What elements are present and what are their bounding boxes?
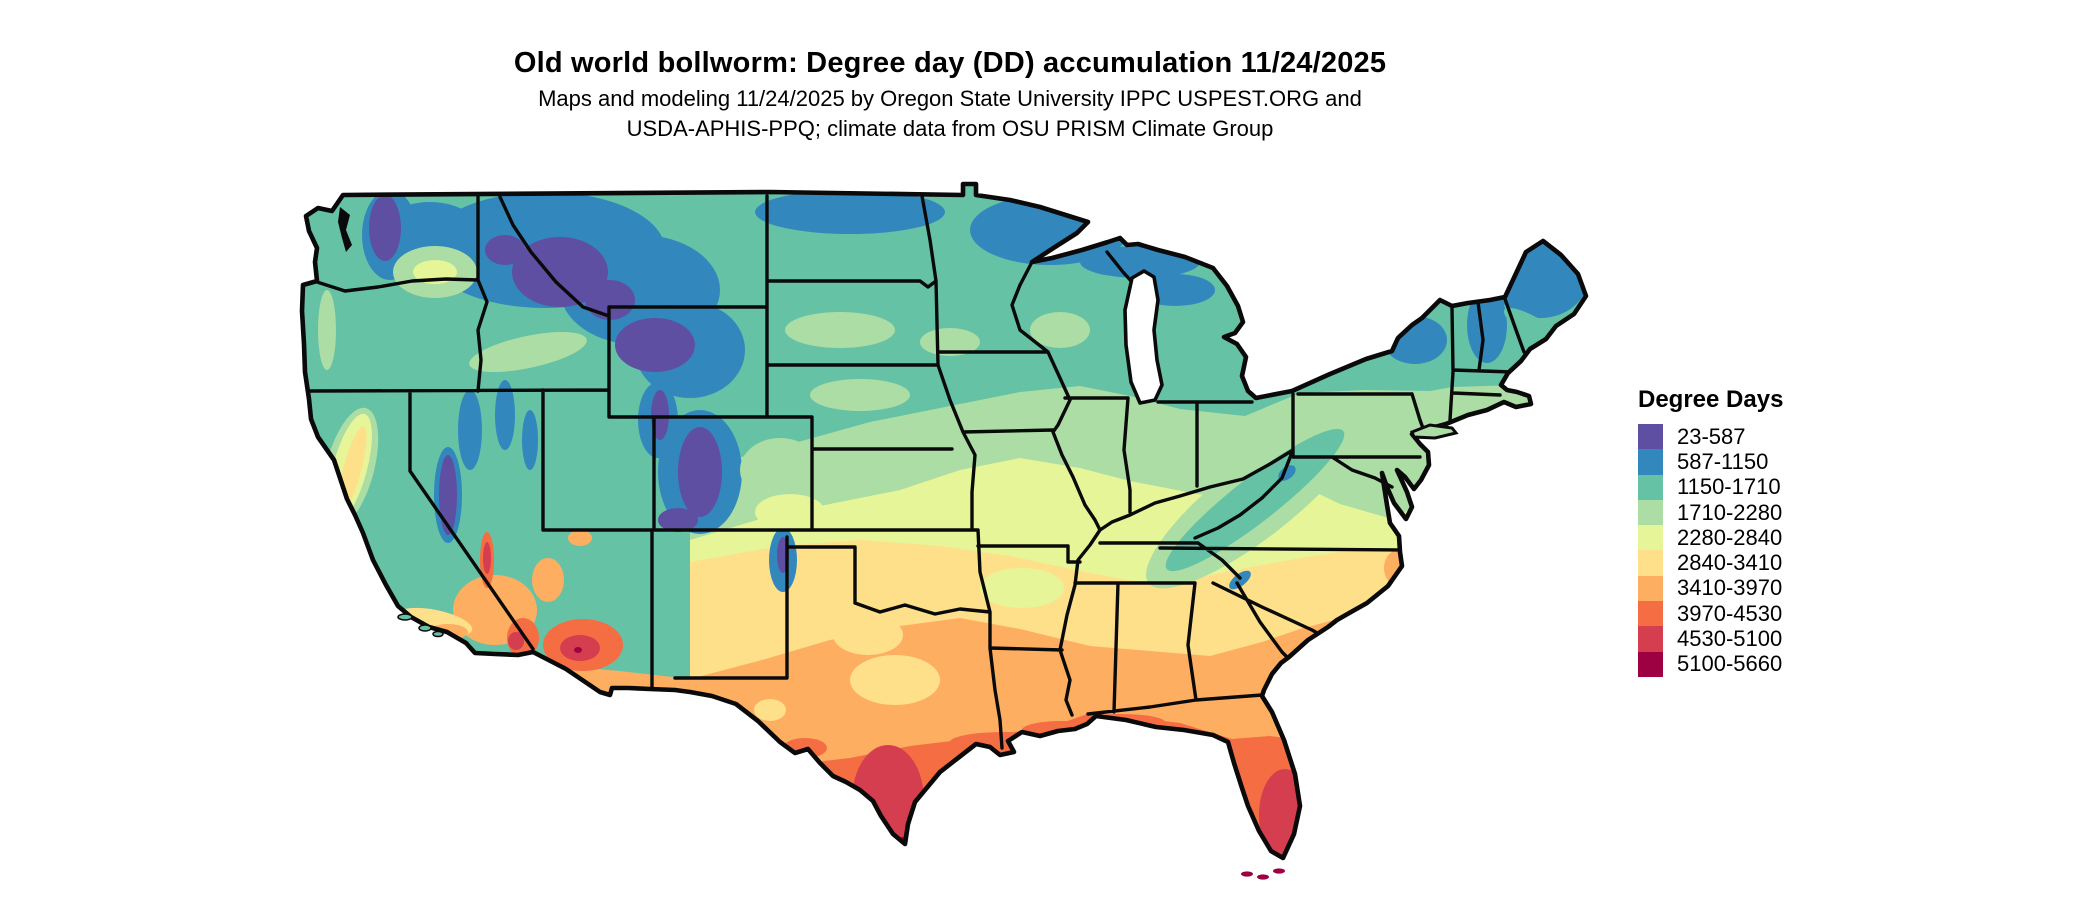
legend-row: 1150-1710	[1638, 474, 1783, 500]
long-island	[1410, 423, 1459, 440]
legend-swatch	[1638, 499, 1663, 526]
legend-label: 587-1150	[1677, 448, 1769, 474]
legend-label: 1150-1710	[1677, 474, 1781, 500]
subtitle-line-2: USDA-APHIS-PPQ; climate data from OSU PR…	[626, 116, 1274, 141]
legend-swatch	[1638, 550, 1663, 576]
legend-row: 587-1150	[1638, 448, 1783, 475]
legend-row: 23-587	[1638, 423, 1783, 450]
state-borders	[308, 194, 1526, 750]
legend-swatch	[1638, 449, 1663, 475]
legend-swatch	[1638, 575, 1663, 602]
puget-sound	[338, 207, 352, 252]
legend-swatch	[1638, 474, 1663, 500]
legend-swatch	[1638, 525, 1663, 551]
legend-title: Degree Days	[1638, 386, 1784, 413]
legend-swatch	[1638, 626, 1663, 652]
legend-rows: 23-587 587-1150 1150-1710 1710-2280 2280…	[1638, 424, 1783, 677]
legend-label: 2840-3410	[1677, 550, 1783, 576]
legend-row: 3970-4530	[1638, 600, 1783, 627]
degree-day-raster	[302, 184, 1586, 858]
lake-michigan	[1123, 269, 1164, 405]
legend-row: 5100-5660	[1638, 651, 1783, 677]
legend-label: 3410-3970	[1677, 575, 1783, 601]
page-title: Old world bollworm: Degree day (DD) accu…	[513, 47, 1387, 80]
legend-row: 3410-3970	[1638, 575, 1783, 602]
legend-row: 2280-2840	[1638, 524, 1783, 551]
legend-swatch	[1638, 424, 1663, 450]
legend-label: 3970-4530	[1677, 600, 1783, 626]
legend-label: 5100-5660	[1677, 651, 1783, 677]
legend-swatch	[1638, 651, 1663, 677]
channel-islands	[397, 613, 444, 638]
legend-swatch	[1638, 601, 1663, 627]
legend-row: 4530-5100	[1638, 626, 1783, 652]
legend-row: 1710-2280	[1638, 499, 1783, 526]
legend-label: 2280-2840	[1677, 524, 1783, 550]
legend: Degree Days 23-587 587-1150 1150-1710 17…	[1638, 386, 1783, 677]
subtitle-line-1: Maps and modeling 11/24/2025 by Oregon S…	[538, 86, 1362, 111]
us-outline	[299, 181, 1589, 861]
legend-row: 2840-3410	[1638, 550, 1783, 576]
florida-keys	[1241, 868, 1285, 880]
legend-label: 1710-2280	[1677, 499, 1783, 525]
map-subtitle: Maps and modeling 11/24/2025 by Oregon S…	[0, 84, 1900, 144]
legend-label: 23-587	[1677, 423, 1746, 449]
legend-label: 4530-5100	[1677, 626, 1783, 652]
